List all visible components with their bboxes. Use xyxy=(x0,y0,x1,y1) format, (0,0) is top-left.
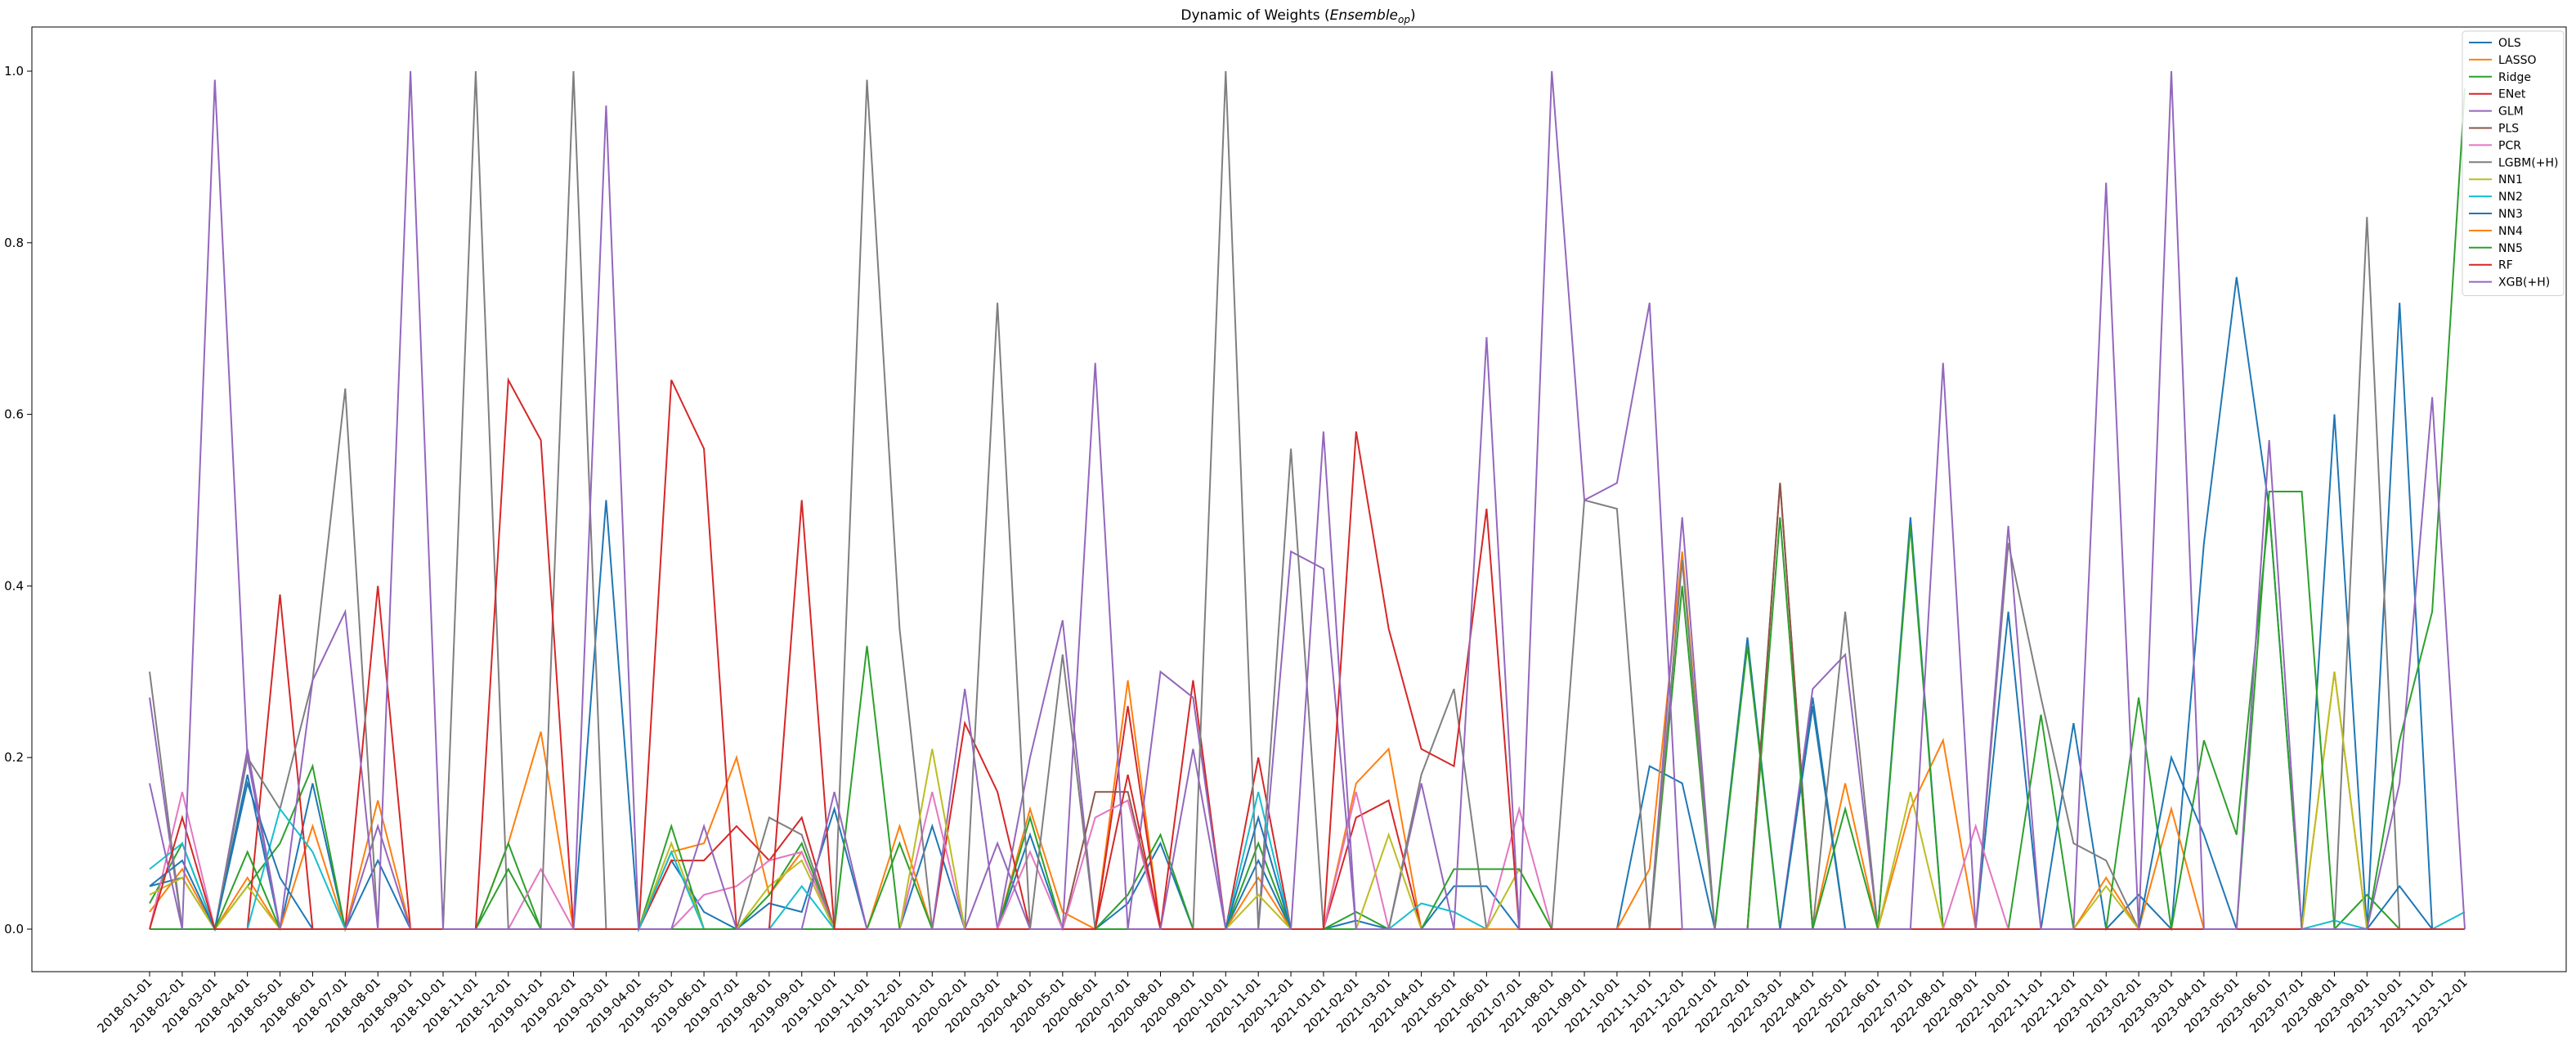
legend-box xyxy=(2462,30,2565,296)
plot-frame xyxy=(31,26,2567,972)
series-line-enet xyxy=(150,483,2465,930)
legend-label: RF xyxy=(2498,259,2513,272)
y-axis: 0.0 0.2 0.4 0.6 0.8 1.0 xyxy=(4,64,32,936)
plot-area xyxy=(149,70,2466,932)
legend-label: NN4 xyxy=(2498,225,2523,238)
legend-label: NN2 xyxy=(2498,191,2523,204)
legend-label: ENet xyxy=(2498,88,2526,101)
legend-label: Ridge xyxy=(2498,71,2531,84)
series-line-rf xyxy=(149,377,2465,930)
legend-label: LGBM(+H) xyxy=(2498,156,2559,169)
legend-label: PLS xyxy=(2498,123,2519,136)
series-line-nn5 xyxy=(150,88,2466,930)
y-tick-label: 0.8 xyxy=(4,236,24,250)
title-subscript: op xyxy=(1398,14,1410,25)
title-italic: Ensemble xyxy=(1330,7,1398,24)
series-line-pcr xyxy=(149,791,2465,932)
legend-label: LASSO xyxy=(2498,54,2537,67)
y-tick-label: 0.0 xyxy=(4,922,24,936)
y-tick-label: 0.4 xyxy=(4,578,24,593)
chart-title: Dynamic of Weights (Ensembleop) xyxy=(1180,7,1415,25)
series-line-pls xyxy=(150,483,2465,930)
y-tick-label: 0.6 xyxy=(4,407,24,422)
y-tick-label: 0.2 xyxy=(4,750,24,765)
title-main: Dynamic of Weights ( xyxy=(1180,7,1329,24)
x-axis: 2018-01-012018-02-012018-03-012018-04-01… xyxy=(94,972,2471,1035)
series-line-nn2 xyxy=(149,791,2466,930)
series-line-ols xyxy=(149,276,2465,932)
legend: OLS LASSO Ridge ENet GLM PLS PCR LGBM(+H) NN1 NN2… xyxy=(2462,30,2565,296)
y-tick-label: 1.0 xyxy=(4,64,24,79)
legend-label: NN5 xyxy=(2498,242,2523,255)
title-close: ) xyxy=(1410,7,1416,24)
legend-label: GLM xyxy=(2498,106,2524,119)
legend-label: NN3 xyxy=(2498,208,2523,221)
series-line-lgbm-h xyxy=(149,70,2465,930)
legend-label: OLS xyxy=(2498,37,2521,50)
legend-label: XGB(+H) xyxy=(2498,276,2550,290)
series-line-xgb-h xyxy=(149,70,2466,930)
legend-label: NN1 xyxy=(2498,173,2523,186)
legend-label: PCR xyxy=(2498,139,2521,152)
